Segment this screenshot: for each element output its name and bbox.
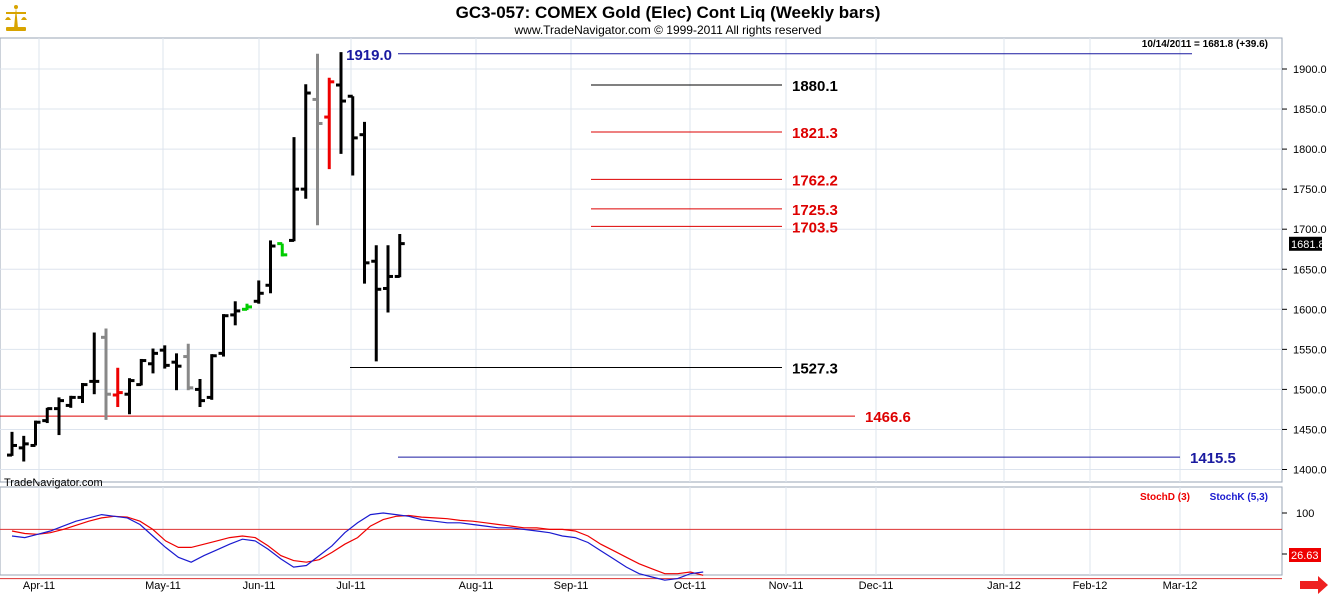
trade-navigator-logo-icon [4, 4, 28, 32]
last-bar-readout: 10/14/2011 = 1681.8 (+39.6) [1142, 39, 1268, 50]
y-tick-label: 1550.0 [1293, 344, 1327, 356]
stoch-pane [0, 486, 1283, 576]
x-tick-label: Feb-12 [1073, 580, 1108, 592]
watermark: TradeNavigator.com [4, 477, 103, 489]
y-tick-label: 1500.0 [1293, 384, 1327, 396]
level-label: 1762.2 [792, 172, 838, 189]
level-label: 1821.3 [792, 125, 838, 142]
y-tick-label: 1900.0 [1293, 64, 1327, 76]
x-tick-label: Jan-12 [987, 580, 1021, 592]
x-tick-label: Jul-11 [336, 580, 365, 592]
x-tick-label: Aug-11 [459, 580, 494, 592]
x-tick-label: Dec-11 [859, 580, 894, 592]
stoch-series-line [11, 512, 704, 581]
level-label: 1880.1 [792, 78, 838, 95]
stoch-series-line [11, 514, 704, 576]
legend-stoch-d: StochD (3) [1140, 492, 1190, 503]
stoch-y-tick-label: 100 [1296, 508, 1314, 520]
stoch-last-label: 26.63 [1291, 550, 1319, 562]
x-tick-label: Oct-11 [674, 580, 706, 592]
level-label: 1415.5 [1190, 450, 1236, 467]
price-pane [0, 37, 1283, 483]
x-tick-label: Nov-11 [769, 580, 804, 592]
level-label: 1919.0 [346, 47, 392, 64]
y-tick-label: 1650.0 [1293, 264, 1327, 276]
y-tick-label: 1800.0 [1293, 144, 1327, 156]
last-price-marker [1289, 236, 1322, 251]
y-tick-label: 1700.0 [1293, 224, 1327, 236]
y-tick-label: 1850.0 [1293, 104, 1327, 116]
chart-subtitle: www.TradeNavigator.com © 1999-2011 All r… [514, 23, 822, 37]
x-tick-label: Sep-11 [554, 580, 589, 592]
level-label: 1527.3 [792, 361, 838, 378]
y-tick-label: 1750.0 [1293, 184, 1327, 196]
last-price-label: 1681.8 [1291, 239, 1325, 251]
scroll-right-arrow-icon[interactable] [1300, 576, 1328, 594]
x-tick-label: Jun-11 [243, 580, 276, 592]
level-label: 1466.6 [865, 409, 911, 426]
x-tick-label: Apr-11 [23, 580, 55, 592]
y-tick-label: 1600.0 [1293, 304, 1327, 316]
x-tick-label: Mar-12 [1163, 580, 1198, 592]
y-tick-label: 1450.0 [1293, 424, 1327, 436]
chart-title: GC3-057: COMEX Gold (Elec) Cont Liq (Wee… [456, 3, 881, 22]
y-tick-label: 1400.0 [1293, 465, 1327, 477]
level-label: 1725.3 [792, 202, 838, 219]
stoch-last-marker [1289, 548, 1321, 562]
level-label: 1703.5 [792, 219, 838, 236]
x-tick-label: May-11 [145, 580, 181, 592]
legend-stoch-k: StochK (5,3) [1210, 492, 1268, 503]
